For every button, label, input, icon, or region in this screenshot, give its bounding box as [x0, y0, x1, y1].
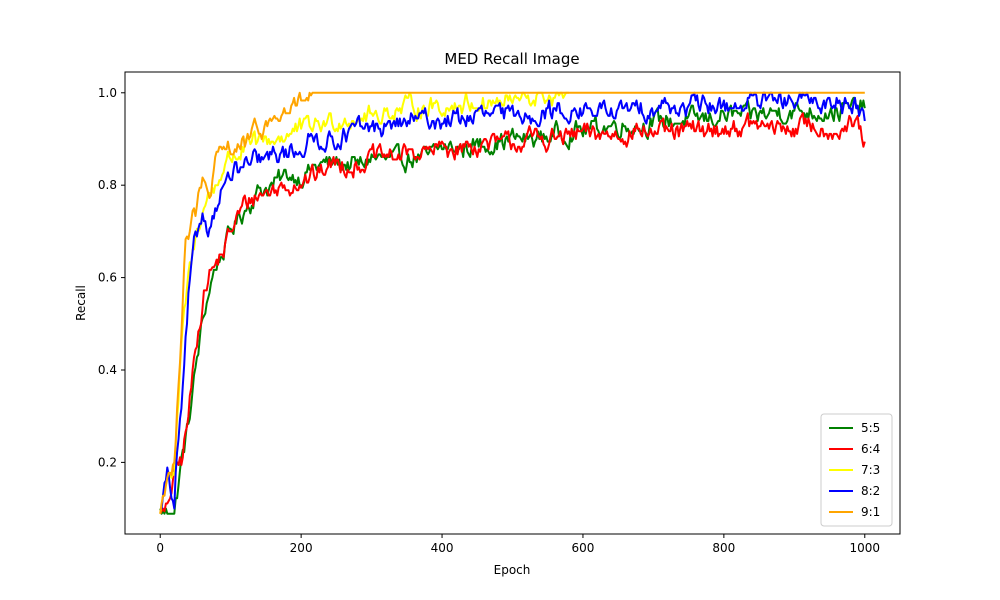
legend-label: 5:5: [861, 421, 880, 435]
y-tick-label: 0.4: [98, 363, 117, 377]
chart-title: MED Recall Image: [444, 50, 579, 68]
legend-label: 9:1: [861, 505, 880, 519]
series-lines: [159, 91, 866, 515]
legend-box: [820, 413, 893, 527]
y-tick-label: 0.8: [98, 178, 117, 192]
x-tick-label: 0: [156, 541, 164, 555]
x-tick-label: 800: [712, 541, 735, 555]
y-tick-label: 0.2: [98, 455, 117, 469]
series-line-8-2: [160, 91, 866, 510]
legend-label: 6:4: [861, 442, 880, 456]
legend: 5:5 6:4 7:3 8:2 9:1: [820, 413, 893, 527]
legend-label: 7:3: [861, 463, 880, 477]
x-axis-label: Epoch: [494, 563, 531, 577]
series-line-5-5: [159, 96, 866, 515]
series-line-7-3: [159, 91, 569, 514]
x-tick-label: 400: [431, 541, 454, 555]
y-axis-label: Recall: [74, 285, 88, 321]
y-tick-label: 0.6: [98, 271, 117, 285]
plot-area-frame: [124, 71, 901, 535]
legend-label: 8:2: [861, 484, 880, 498]
x-tick-label: 200: [290, 541, 313, 555]
x-tick-label: 1000: [849, 541, 880, 555]
series-line-9-1: [159, 91, 865, 514]
series-line-6-4: [159, 112, 866, 515]
x-axis-ticks: 0 200 400 600 800 1000: [156, 534, 880, 555]
y-tick-label: 1.0: [98, 86, 117, 100]
y-axis-ticks: 0.2 0.4 0.6 0.8 1.0: [98, 86, 125, 469]
x-tick-label: 600: [572, 541, 595, 555]
